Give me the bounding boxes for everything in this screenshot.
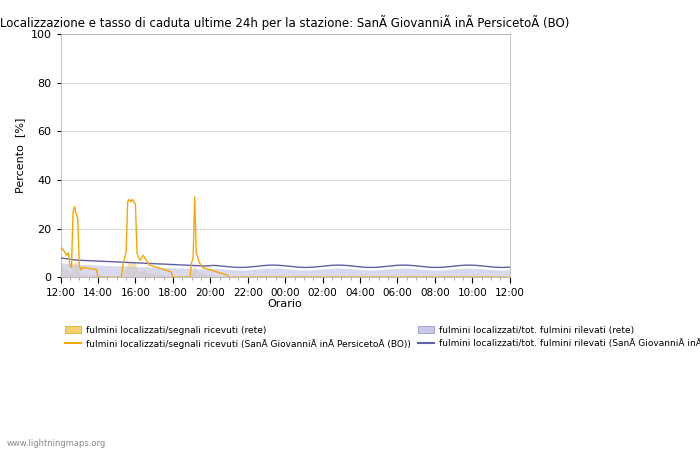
Text: www.lightningmaps.org: www.lightningmaps.org xyxy=(7,439,106,448)
X-axis label: Orario: Orario xyxy=(268,299,302,309)
Title: Localizzazione e tasso di caduta ultime 24h per la stazione: SanÃ GiovanniÃ inÃ : Localizzazione e tasso di caduta ultime … xyxy=(1,15,570,30)
Y-axis label: Percento  [%]: Percento [%] xyxy=(15,118,25,193)
Legend: fulmini localizzati/segnali ricevuti (rete), fulmini localizzati/segnali ricevut: fulmini localizzati/segnali ricevuti (re… xyxy=(65,325,700,349)
